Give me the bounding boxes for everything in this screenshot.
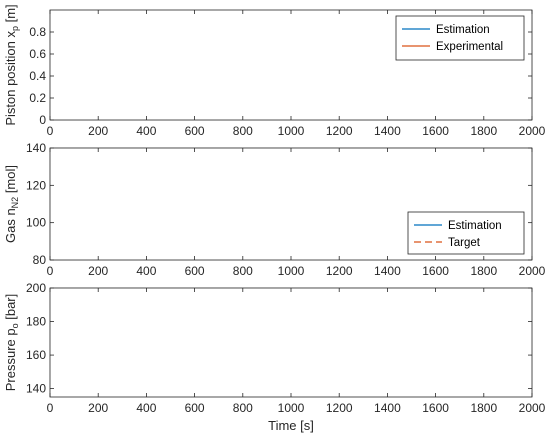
y-axis-label: Gas nN2 [mol] [3, 165, 20, 243]
x-tick-label: 0 [47, 401, 54, 415]
x-tick-label: 1600 [422, 264, 449, 278]
y-tick-label: 0.8 [29, 25, 46, 39]
legend-label-estimation: Estimation [448, 220, 502, 232]
y-axis-label: Pressure po [bar] [3, 294, 20, 392]
y-tick-label: 140 [26, 382, 46, 396]
x-tick-label: 1200 [326, 401, 353, 415]
y-axis-label-subscript: p [10, 26, 20, 31]
y-axis-label: Piston position xp [m] [3, 4, 20, 125]
legend: Estimation Target [407, 211, 525, 255]
y-tick-label: 120 [26, 178, 46, 192]
x-tick-label: 400 [136, 124, 156, 138]
x-tick-label: 800 [233, 401, 253, 415]
legend-label-experimental: Experimental [436, 41, 503, 53]
x-tick-label: 1400 [374, 124, 401, 138]
x-tick-label: 1200 [326, 264, 353, 278]
pressure-panel: 0 200 400 600 800 1000 1200 1400 1600 1800 2000 140… [3, 281, 546, 433]
x-tick-label: 600 [185, 124, 205, 138]
x-tick-label: 1000 [278, 401, 305, 415]
y-axis-label-main: Pressure p [3, 328, 18, 391]
gas-amount-panel: 0 200 400 600 800 1000 1200 1400 1600 1800 2000 80 1… [3, 141, 546, 278]
y-tick-label: 100 [26, 216, 46, 230]
x-tick-label: 200 [88, 401, 108, 415]
y-tick-label: 80 [33, 253, 47, 267]
legend-label-estimation: Estimation [436, 24, 490, 36]
y-axis-label-subscript: o [10, 323, 20, 328]
x-tick-label: 2000 [519, 401, 546, 415]
y-axis-label-unit: [mol] [3, 165, 18, 197]
x-tick-label: 0 [47, 264, 54, 278]
x-tick-label: 1600 [422, 401, 449, 415]
y-tick-label: 200 [26, 281, 46, 295]
x-tick-label: 2000 [519, 264, 546, 278]
x-tick-label: 0 [47, 124, 54, 138]
y-axis-label-subscript: N2 [10, 197, 20, 209]
y-tick-label: 180 [26, 315, 46, 329]
x-tick-label: 400 [136, 401, 156, 415]
legend: Estimation Experimental [395, 15, 525, 61]
y-tick-label: 0.2 [29, 91, 46, 105]
x-tick-label: 200 [88, 124, 108, 138]
x-tick-label: 600 [185, 264, 205, 278]
x-tick-label: 1800 [470, 264, 497, 278]
x-tick-label: 1400 [374, 264, 401, 278]
x-tick-label: 1200 [326, 124, 353, 138]
y-axis-label-main: Piston position x [3, 31, 18, 126]
y-tick-label: 0.6 [29, 47, 46, 61]
legend-box [395, 15, 525, 61]
x-tick-label: 800 [233, 124, 253, 138]
y-axis-label-unit: [bar] [3, 294, 18, 324]
y-tick-label: 0 [39, 113, 46, 127]
x-tick-label: 1800 [470, 401, 497, 415]
x-tick-label: 1000 [278, 124, 305, 138]
x-tick-label: 800 [233, 264, 253, 278]
y-axis-label-main: Gas n [3, 208, 18, 243]
x-tick-label: 1400 [374, 401, 401, 415]
x-tick-label: 600 [185, 401, 205, 415]
x-tick-label: 200 [88, 264, 108, 278]
legend-label-target: Target [448, 237, 481, 249]
y-tick-label: 0.4 [29, 69, 46, 83]
x-tick-label: 1000 [278, 264, 305, 278]
y-axis-label-unit: [m] [3, 4, 18, 26]
x-tick-label: 1800 [470, 124, 497, 138]
piston-position-panel: 0 200 400 600 800 1000 1200 1400 1600 1800 2000 0 0.… [3, 4, 546, 138]
axes-frame [49, 287, 533, 398]
x-axis-label: Time [s] [268, 418, 314, 433]
legend-box [407, 211, 525, 255]
x-tick-label: 2000 [519, 124, 546, 138]
y-tick-label: 160 [26, 348, 46, 362]
x-tick-label: 400 [136, 264, 156, 278]
y-tick-label: 140 [26, 141, 46, 155]
x-tick-label: 1600 [422, 124, 449, 138]
